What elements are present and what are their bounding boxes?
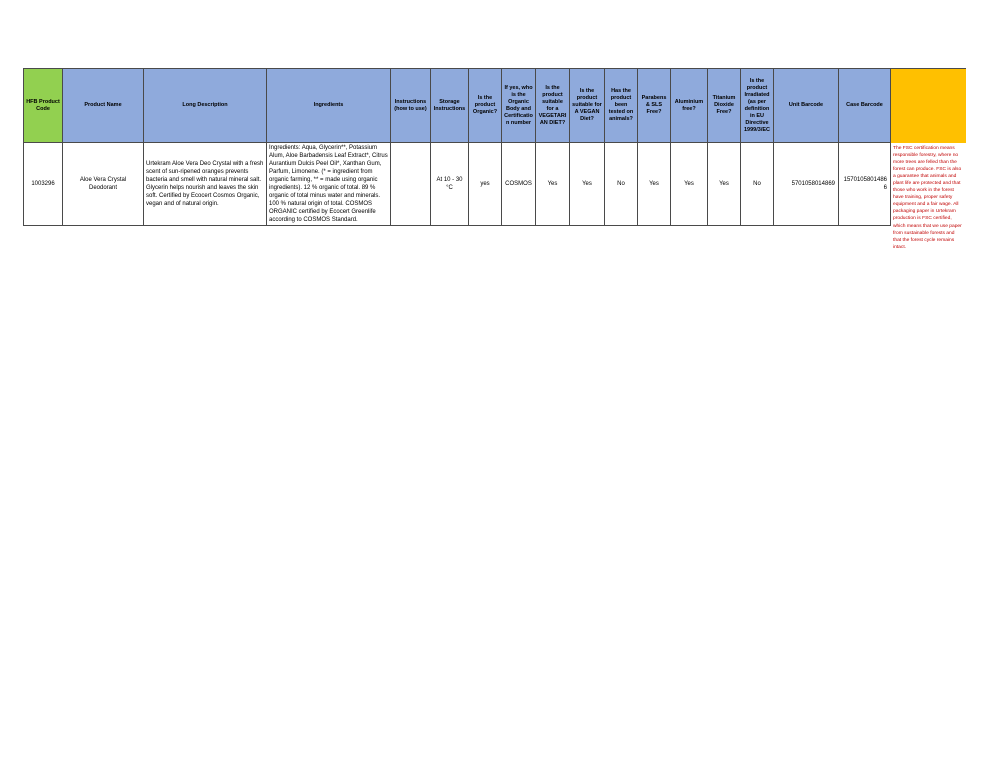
- header-organic-body: If yes, who is the Organic Body and Cert…: [501, 68, 536, 143]
- header-ingredients: Ingredients: [266, 68, 391, 143]
- header-unit-barcode: Unit Barcode: [773, 68, 839, 143]
- product-spec-table: HFB Product Code Product Name Long Descr…: [23, 68, 966, 250]
- header-case-barcode: Case Barcode: [838, 68, 891, 143]
- fsc-note-text: The FSC certification means responsible …: [893, 145, 962, 250]
- cell-long-description: Urtekram Aloe Vera Deo Crystal with a fr…: [143, 142, 267, 226]
- header-long-description: Long Description: [143, 68, 267, 143]
- cell-irradiated: No: [740, 142, 774, 226]
- header-titanium-dioxide-free: Titanium Dioxide Free?: [707, 68, 741, 143]
- header-parabens-sls-free: Parabens & SLS Free?: [637, 68, 671, 143]
- header-notes: [890, 68, 966, 143]
- cell-parabens-sls-free: Yes: [637, 142, 671, 226]
- cell-tested-on-animals: No: [604, 142, 638, 226]
- cell-storage-instructions: At 10 - 30 °C: [430, 142, 469, 226]
- cell-organic-body: COSMOS: [501, 142, 536, 226]
- cell-unit-barcode: 5701058014869: [773, 142, 839, 226]
- header-hfb-product-code: HFB Product Code: [23, 68, 63, 143]
- cell-case-barcode: 15701058014866: [838, 142, 891, 226]
- header-irradiated: Is the product Irradiated (as per defini…: [740, 68, 774, 143]
- header-is-organic: Is the product Organic?: [468, 68, 502, 143]
- header-product-name: Product Name: [62, 68, 144, 143]
- header-aluminium-free: Aluminium free?: [670, 68, 708, 143]
- cell-titanium-dioxide-free: Yes: [707, 142, 741, 226]
- cell-ingredients: Ingredients: Aqua, Glycerin**, Potassium…: [266, 142, 391, 226]
- cell-vegetarian: Yes: [535, 142, 570, 226]
- cell-product-name: Aloe Vera Crystal Deodorant: [62, 142, 144, 226]
- product-spec-sheet: HFB Product Code Product Name Long Descr…: [23, 68, 966, 250]
- header-tested-on-animals: Has the product been tested on animals?: [604, 68, 638, 143]
- table-row: 1003296 Aloe Vera Crystal Deodorant Urte…: [23, 142, 966, 250]
- header-vegan: Is the product suitable for A VEGAN Diet…: [569, 68, 605, 143]
- cell-aluminium-free: Yes: [670, 142, 708, 226]
- cell-instructions: [390, 142, 431, 226]
- cell-fsc-note: The FSC certification means responsible …: [891, 143, 966, 250]
- header-vegetarian: Is the product suitable for a VEGETARIAN…: [535, 68, 570, 143]
- header-storage-instructions: Storage Instructions: [430, 68, 469, 143]
- cell-vegan: Yes: [569, 142, 605, 226]
- header-row: HFB Product Code Product Name Long Descr…: [23, 68, 966, 143]
- header-instructions: Instructions (how to use): [390, 68, 431, 143]
- cell-hfb-product-code: 1003296: [23, 142, 63, 226]
- cell-is-organic: yes: [468, 142, 502, 226]
